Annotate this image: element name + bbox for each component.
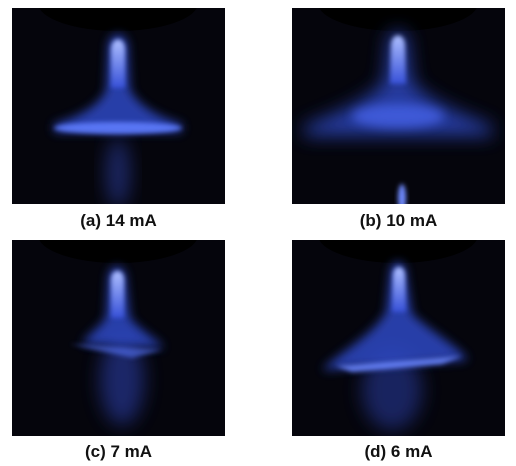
plasma-image-c (12, 240, 225, 436)
plasma-image-d (292, 240, 505, 436)
caption-d: (d) 6 mA (364, 442, 433, 461)
plasma-image-b (292, 8, 505, 204)
caption-a: (a) 14 mA (80, 211, 157, 230)
plasma-image-a (12, 8, 225, 204)
caption-b: (b) 10 mA (359, 211, 438, 230)
caption-c: (c) 7 mA (84, 442, 153, 461)
